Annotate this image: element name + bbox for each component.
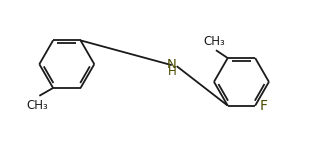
Text: CH₃: CH₃	[26, 99, 48, 112]
Text: CH₃: CH₃	[203, 35, 225, 48]
Text: H: H	[167, 65, 176, 78]
Text: F: F	[260, 99, 268, 113]
Text: N: N	[167, 58, 177, 71]
